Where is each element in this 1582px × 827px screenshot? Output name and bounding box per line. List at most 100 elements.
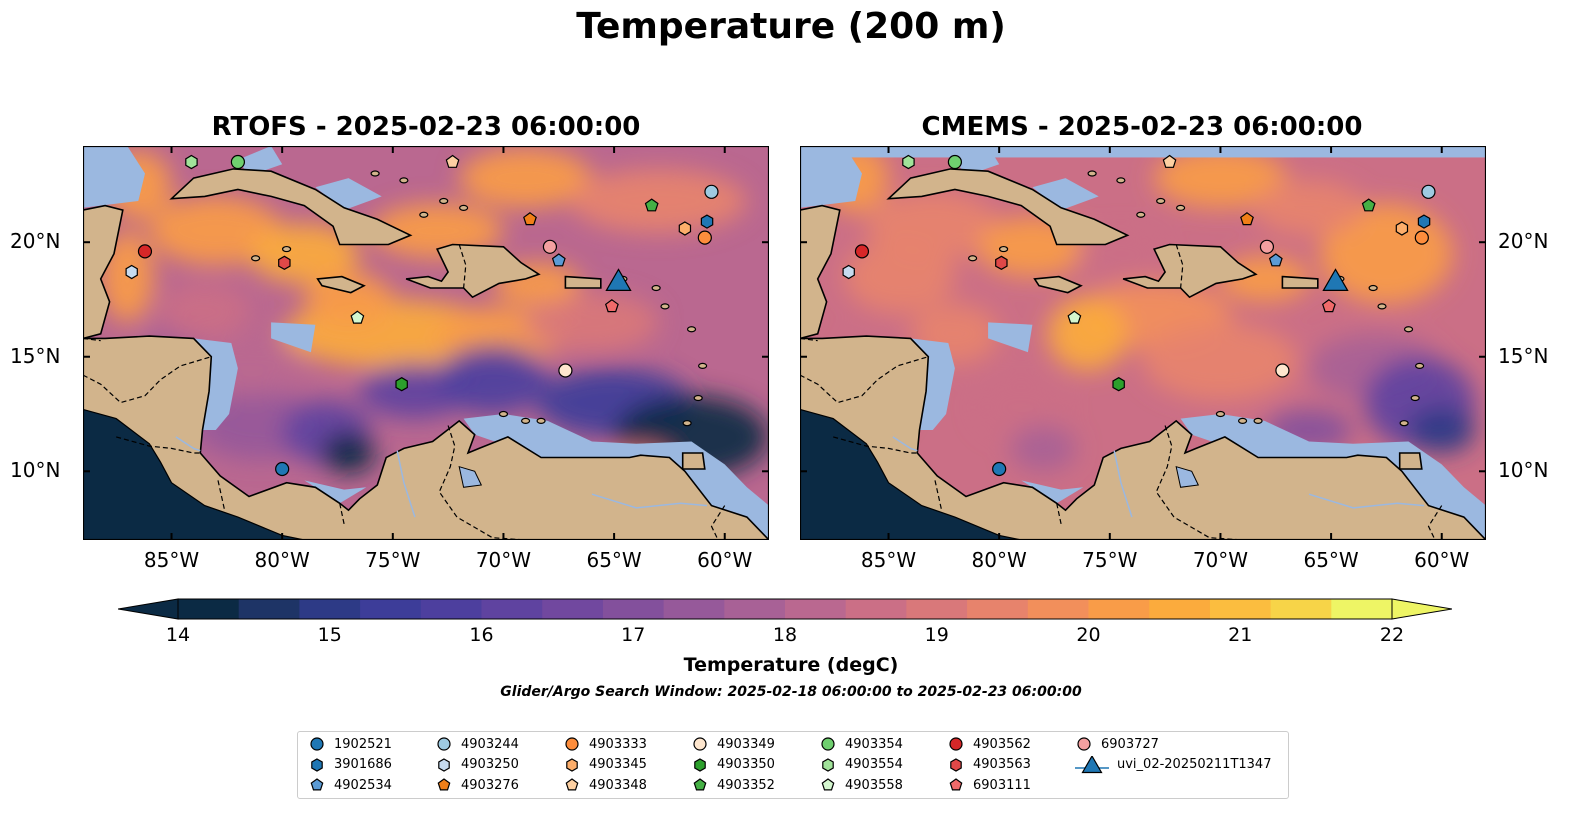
colorbar-tick: 19 (924, 624, 949, 646)
legend-entry-uvi_02-20250211T1347: uvi_02-20250211T1347 (1075, 755, 1271, 774)
lat-tick-rtofs: 15°N (10, 343, 61, 368)
map-rtofs[interactable] (83, 146, 769, 540)
float-legend: 1902521 3901686 4902534 4903244 4903250 49032… (297, 731, 1289, 799)
float-marker-4903350[interactable] (395, 377, 408, 392)
colorbar-segment (1209, 599, 1272, 619)
island (1253, 417, 1263, 424)
island (1399, 420, 1409, 427)
colorbar-tick: 22 (1379, 624, 1405, 646)
float-marker-4902534[interactable] (551, 253, 566, 267)
float-marker-4903352[interactable] (1361, 198, 1376, 212)
float-marker-3901686[interactable] (700, 214, 714, 229)
island (1136, 211, 1146, 218)
island (660, 303, 670, 310)
island (693, 394, 703, 402)
float-marker-4903354[interactable] (947, 154, 963, 170)
legend-marker-icon (565, 778, 579, 791)
float-marker-4903345[interactable] (1395, 221, 1409, 236)
float-marker-6903111[interactable] (604, 299, 619, 313)
float-marker-4903563[interactable] (278, 255, 291, 270)
lon-tick-cmems: 80°W (971, 548, 1027, 572)
float-marker-4903348[interactable] (445, 154, 460, 168)
island (651, 284, 661, 292)
legend-entry-4902534: 4902534 (308, 776, 392, 794)
colorbar-segment (1027, 599, 1090, 619)
float-marker-6903111[interactable] (1321, 299, 1336, 313)
legend-marker-icon (437, 737, 451, 751)
legend-entry-4903250: 4903250 (435, 756, 519, 774)
float-marker-4903276[interactable] (1240, 212, 1254, 226)
lon-tick-cmems: 75°W (1082, 548, 1138, 572)
island (520, 417, 531, 424)
island (1116, 177, 1126, 184)
float-marker-4903333[interactable] (697, 230, 712, 245)
float-marker-4903354[interactable] (230, 154, 246, 170)
float-marker-4903348[interactable] (1162, 154, 1177, 168)
legend-marker-icon (1075, 755, 1109, 773)
float-marker-4903558[interactable] (1067, 310, 1082, 324)
lon-tick-rtofs: 80°W (254, 548, 310, 572)
island (281, 245, 292, 253)
float-marker-4903250[interactable] (842, 264, 855, 280)
float-marker-4903352[interactable] (644, 198, 659, 212)
legend-label: 4903276 (461, 777, 519, 793)
float-marker-1902521[interactable] (275, 461, 290, 477)
colorbar-segment (1331, 599, 1393, 619)
float-marker-4903244[interactable] (704, 184, 719, 199)
legend-label: 4902534 (334, 777, 392, 793)
float-marker-4903558[interactable] (350, 310, 365, 324)
float-marker-4902534[interactable] (1268, 253, 1283, 267)
colorbar-segment (906, 599, 968, 619)
float-marker-4903350[interactable] (1112, 377, 1125, 392)
float-marker-6903727[interactable] (542, 239, 558, 254)
legend-marker-icon (438, 757, 450, 772)
legend-marker-icon (822, 757, 834, 772)
legend-label: 4903349 (717, 736, 775, 752)
island (459, 204, 469, 211)
legend-entry-4903276: 4903276 (435, 776, 519, 794)
legend-label: 1902521 (334, 736, 392, 752)
legend-entry-6903111: 6903111 (947, 776, 1031, 794)
float-marker-4903562[interactable] (137, 244, 153, 259)
float-marker-4903554[interactable] (185, 154, 198, 170)
legend-entry-4903350: 4903350 (691, 756, 775, 774)
search-window-note: Glider/Argo Search Window: 2025-02-18 06… (500, 684, 1082, 700)
legend-label: 6903727 (1101, 736, 1159, 752)
island (1410, 394, 1420, 402)
float-marker-4903563[interactable] (995, 255, 1008, 270)
legend-label: 4903250 (461, 757, 519, 772)
island (1156, 197, 1166, 205)
float-marker-4903349[interactable] (558, 363, 573, 378)
float-marker-3901686[interactable] (1417, 214, 1431, 229)
island (1176, 204, 1186, 211)
float-marker-4903333[interactable] (1414, 230, 1429, 245)
island (686, 326, 697, 333)
colorbar-segment (1088, 599, 1150, 619)
float-marker-4903562[interactable] (854, 244, 870, 259)
colorbar-segment (1270, 599, 1332, 619)
lon-tick-rtofs: 65°W (586, 548, 642, 572)
island (1087, 170, 1097, 177)
float-marker-4903244[interactable] (1421, 184, 1436, 199)
legend-marker-icon (694, 757, 706, 772)
float-marker-1902521[interactable] (992, 461, 1007, 477)
colorbar-segment (663, 599, 725, 619)
lon-tick-rtofs: 75°W (365, 548, 421, 572)
legend-marker-icon (949, 778, 963, 791)
legend-entry-1902521: 1902521 (308, 735, 392, 753)
float-marker-uvi_02-20250211T1347[interactable] (605, 268, 632, 291)
float-marker-4903250[interactable] (125, 264, 138, 280)
float-marker-4903349[interactable] (1275, 363, 1290, 378)
legend-entry-4903563: 4903563 (947, 756, 1031, 774)
float-marker-4903276[interactable] (523, 212, 537, 226)
legend-entry-3901686: 3901686 (308, 756, 392, 774)
float-marker-uvi_02-20250211T1347[interactable] (1322, 268, 1349, 291)
float-marker-6903727[interactable] (1259, 239, 1275, 254)
colorbar-label: Temperature (degC) (683, 654, 899, 676)
float-marker-4903554[interactable] (902, 154, 915, 170)
lat-tick-cmems: 20°N (1498, 229, 1549, 254)
float-marker-4903345[interactable] (678, 221, 692, 236)
lon-tick-rtofs: 85°W (143, 548, 200, 572)
map-cmems[interactable] (800, 146, 1486, 540)
colorbar-segment (420, 599, 483, 619)
